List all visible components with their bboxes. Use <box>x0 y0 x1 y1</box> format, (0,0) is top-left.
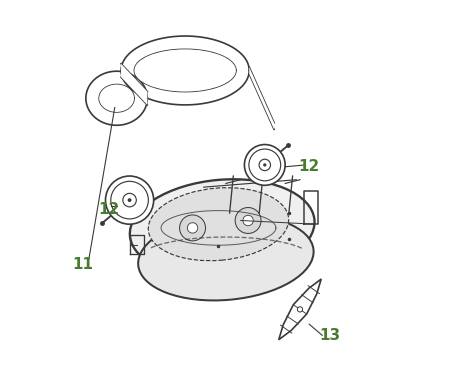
Ellipse shape <box>99 85 134 112</box>
Ellipse shape <box>138 215 314 301</box>
Text: 12: 12 <box>299 159 320 174</box>
Circle shape <box>128 198 131 202</box>
Circle shape <box>123 194 137 207</box>
Circle shape <box>187 223 198 233</box>
Circle shape <box>259 159 271 170</box>
Circle shape <box>235 208 261 234</box>
Circle shape <box>263 163 266 167</box>
Polygon shape <box>279 279 321 340</box>
Ellipse shape <box>148 188 289 261</box>
Circle shape <box>297 307 302 312</box>
Text: 13: 13 <box>319 328 340 343</box>
Polygon shape <box>121 64 147 105</box>
Ellipse shape <box>135 50 236 91</box>
Circle shape <box>111 181 148 219</box>
Circle shape <box>106 176 154 224</box>
Circle shape <box>180 215 206 241</box>
Text: 12: 12 <box>99 202 120 217</box>
Circle shape <box>245 144 285 185</box>
Circle shape <box>249 149 281 181</box>
Polygon shape <box>249 67 274 129</box>
Ellipse shape <box>130 179 315 277</box>
Text: 11: 11 <box>73 257 94 273</box>
Circle shape <box>243 215 253 226</box>
